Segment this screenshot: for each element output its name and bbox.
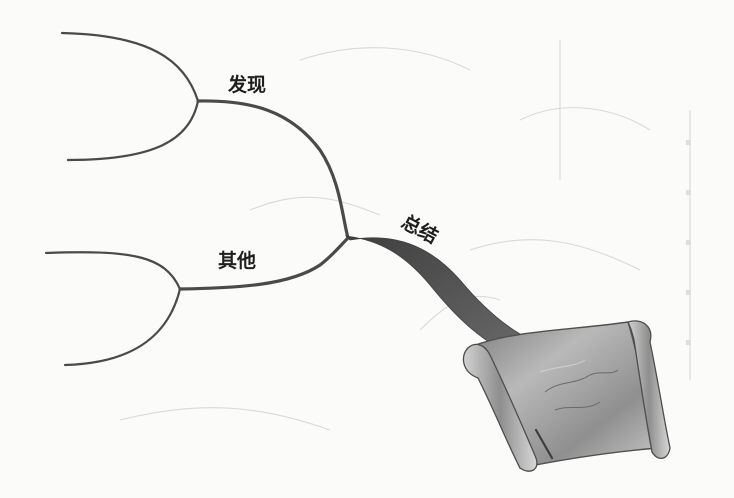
branch-discover-upper-twig [60,31,200,103]
scroll-quill [534,428,554,460]
branch-discover: 发现 [60,31,350,240]
branch-other-lower-twig [63,287,182,367]
branch-other-stem [178,236,350,291]
scroll-icon [462,320,671,472]
branch-discover-label: 发现 [227,73,266,96]
branch-summary-stem [344,235,521,345]
branch-other: 其他 [44,236,350,367]
branch-other-upper-twig [44,251,182,291]
scroll-crack-1 [544,369,619,393]
branch-other-label: 其他 [218,249,256,272]
branch-summary: 总结 [344,210,521,345]
branch-discover-lower-twig [66,99,200,162]
branch-discover-stem [196,99,350,240]
scroll-left-roll [462,343,538,472]
scroll-right-roll [627,320,671,459]
scroll-crack-2 [554,401,601,411]
scroll-highlight [539,359,586,373]
